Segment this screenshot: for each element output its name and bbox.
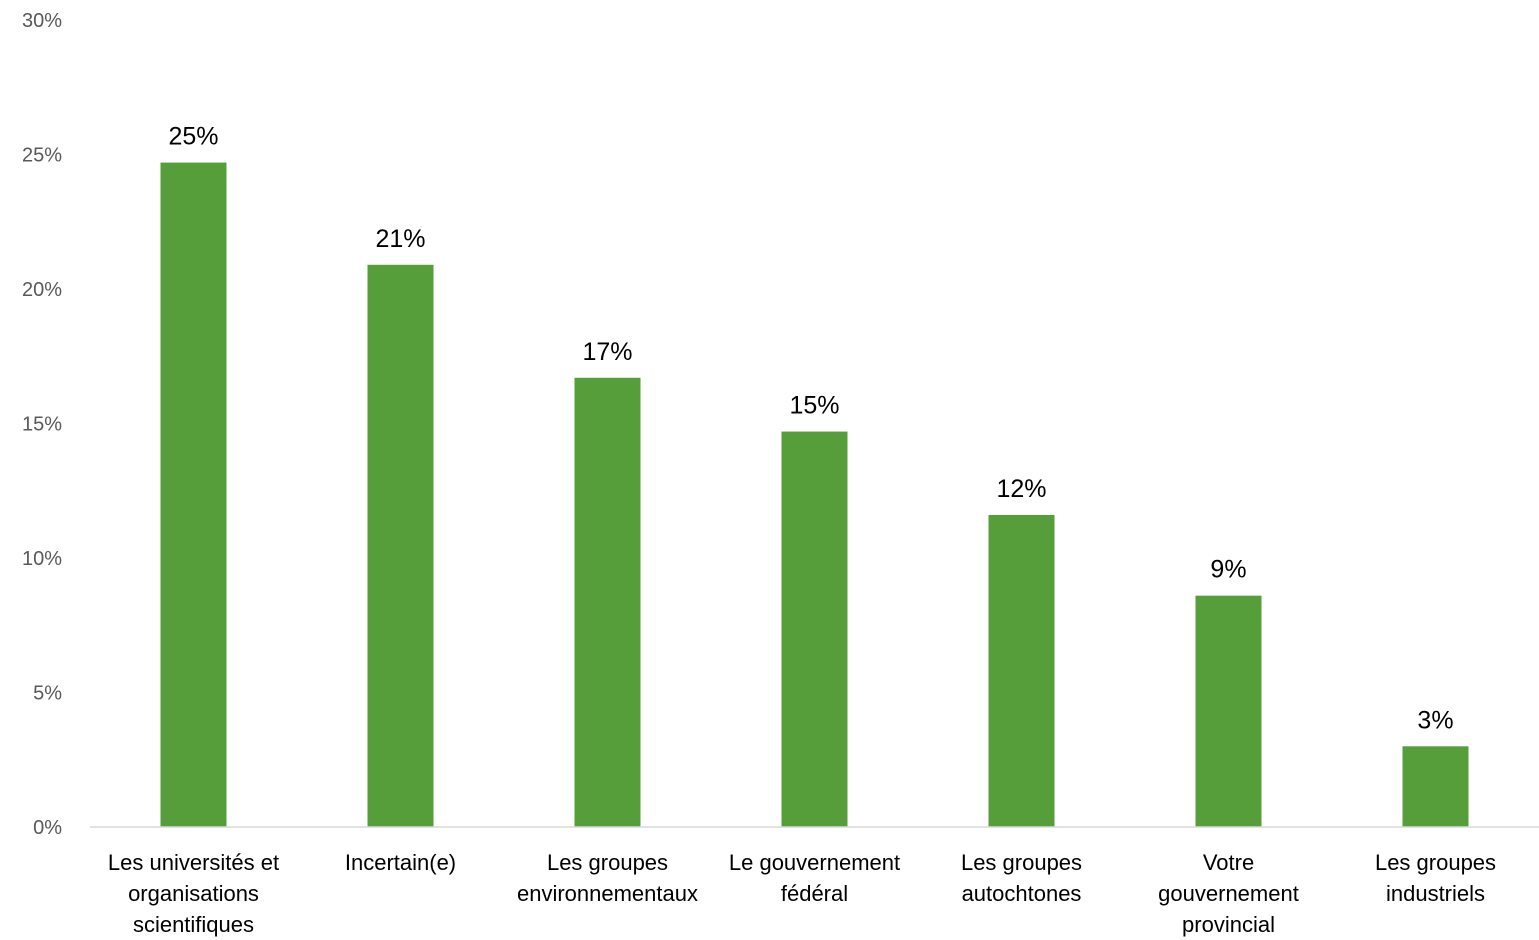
bar-value-label: 21% [375,225,425,253]
bar [574,377,641,827]
bar-value-label: 15% [789,392,839,420]
y-tick-label: 30% [22,10,62,32]
x-category-label: Les universités et organisations scientifi… [108,850,279,937]
bar [1402,746,1469,827]
data-labels: 25% 21% 17% 15% 12% 9% 3% [168,123,1453,735]
bar [781,431,848,827]
bar [367,264,434,827]
y-tick-label: 10% [22,548,62,570]
y-tick-label: 20% [22,279,62,301]
y-axis-ticks: 0% 5% 10% 15% 20% 25% 30% [22,10,62,839]
bar-value-label: 9% [1210,556,1246,584]
bar-value-label: 12% [996,475,1046,503]
x-category-label: Les groupes environnementaux [517,850,698,906]
bar-value-label: 3% [1417,706,1453,734]
bar [1195,595,1262,827]
x-category-label: Les groupes industriels [1375,850,1496,906]
x-category-label: Incertain(e) [345,850,456,875]
y-tick-label: 25% [22,145,62,167]
x-category-label: Le gouvernement fédéral [729,850,900,906]
bar [160,162,227,827]
bar-value-label: 17% [582,338,632,366]
category-labels: Les universités et organisations scientifi… [108,850,1496,937]
bars [160,162,1469,827]
x-category-label: Votre gouvernement provincial [1158,850,1299,937]
bar-value-label: 25% [168,123,218,151]
x-category-label: Les groupes autochtones [961,850,1082,906]
bar [988,514,1055,827]
y-tick-label: 15% [22,414,62,436]
y-tick-label: 5% [33,683,62,705]
y-tick-label: 0% [33,817,62,839]
